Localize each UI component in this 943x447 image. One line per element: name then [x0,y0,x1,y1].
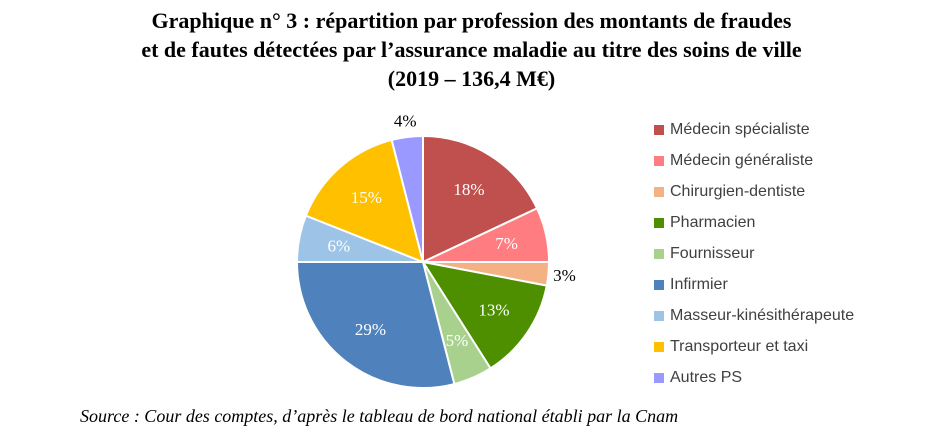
legend-item-medecin-specialiste: Médecin spécialiste [654,114,854,145]
chart-title: Graphique n° 3 : répartition par profess… [0,6,943,93]
legend-label: Médecin généraliste [670,151,814,169]
legend-item-fournisseur: Fournisseur [654,238,854,269]
data-label-pharmacien: 13% [478,301,509,320]
data-label-autres-ps: 4% [394,112,417,131]
pie-slice-transporteur-et-taxi [304,138,425,264]
legend-label: Pharmacien [670,213,756,231]
title-line-1: Graphique n° 3 : répartition par profess… [151,8,792,33]
source-note: Source : Cour des comptes, d’après le ta… [80,406,679,426]
legend-label: Infirmier [670,275,728,293]
legend-item-chirurgien-dentiste: Chirurgien-dentiste [654,176,854,207]
legend-swatch [654,186,664,197]
legend-swatch [654,310,664,321]
legend-label: Transporteur et taxi [670,337,809,355]
legend-item-infirmier: Infirmier [654,269,854,300]
data-label-masseur-kinesitherapeute: 6% [327,236,350,255]
pie-slice-medecin-specialiste [422,134,539,264]
title-line-3: (2019 – 136,4 M€) [387,66,556,91]
data-label-infirmier: 29% [355,320,386,339]
legend-item-medecin-generaliste: Médecin généraliste [654,145,854,176]
data-label-medecin-generaliste: 7% [495,234,518,253]
legend-label: Autres PS [670,368,743,386]
legend-item-masseur-kinesitherapeute: Masseur-kinésithérapeute [654,300,854,331]
legend-item-transporteur-et-taxi: Transporteur et taxi [654,331,854,362]
legend-swatch [654,372,664,383]
chart-legend: Médecin spécialiste Médecin généraliste Ch… [654,114,854,393]
legend-label: Masseur-kinésithérapeute [670,306,855,324]
data-label-medecin-specialiste: 18% [453,180,484,199]
legend-label: Fournisseur [670,244,755,262]
data-label-fournisseur: 5% [446,331,469,350]
legend-swatch [654,341,664,352]
title-line-2: et de fautes détectées par l’assurance m… [141,37,802,62]
data-label-transporteur-et-taxi: 15% [351,188,382,207]
legend-swatch [654,279,664,290]
legend-item-pharmacien: Pharmacien [654,207,854,238]
legend-swatch [654,124,664,135]
legend-swatch [654,217,664,228]
legend-item-autres-ps: Autres PS [654,362,854,393]
legend-label: Médecin spécialiste [670,120,810,138]
pie-slice-pharmacien [420,260,548,370]
legend-swatch [654,155,664,166]
legend-label: Chirurgien-dentiste [670,182,806,200]
pie-slice-autres-ps [390,134,424,263]
legend-swatch [654,248,664,259]
data-label-chirurgien-dentiste: 3% [553,266,576,285]
pie-slice-infirmier [295,261,456,389]
